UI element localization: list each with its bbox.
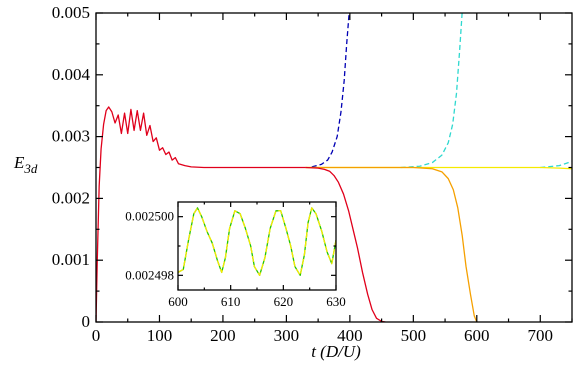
main-y-tick-label: 0.004 xyxy=(52,65,91,84)
main-series-group xyxy=(96,13,572,322)
main-y-ticks: 0 0.001 0.002 0.003 0.004 0.005 xyxy=(52,3,572,331)
inset-chart: 600 610 620 630 0.002498 0.002500 xyxy=(125,201,346,309)
y-axis-label: E3d xyxy=(13,153,38,176)
inset-x-tick-label: 620 xyxy=(274,294,294,309)
main-y-tick-label: 0.003 xyxy=(52,127,90,146)
y-axis-label-main: E xyxy=(13,153,25,172)
main-y-tick-label: 0.005 xyxy=(52,3,90,22)
main-x-tick-label: 200 xyxy=(210,326,236,345)
main-series-line-6 xyxy=(305,166,386,322)
inset-x-tick-label: 600 xyxy=(168,294,188,309)
main-series-line-0 xyxy=(311,13,350,168)
main-x-tick-label: 600 xyxy=(464,326,490,345)
main-x-tick-label: 700 xyxy=(528,326,554,345)
main-chart: 0 100 200 300 400 500 600 700 00.0010.0020.0030… xyxy=(13,3,573,361)
inset-series-group xyxy=(178,207,336,276)
main-series-line-5 xyxy=(96,106,306,322)
main-x-tick-label: 100 xyxy=(147,326,173,345)
main-y-tick-label: 0 xyxy=(82,312,91,331)
main-series-line-2 xyxy=(540,160,572,169)
inset-y-tick-label: 0.002500 xyxy=(125,209,174,224)
inset-series-line-1 xyxy=(178,207,336,276)
inset-x-tick-label: 630 xyxy=(326,294,346,309)
main-series-line-1 xyxy=(400,13,463,169)
main-series-line-4 xyxy=(305,166,478,322)
main-x-ticks: 0 100 200 300 400 500 600 700 xyxy=(92,13,573,345)
inset-x-tick-label: 610 xyxy=(221,294,241,309)
y-axis-label-subscript: 3d xyxy=(23,161,38,176)
main-x-tick-label: 0 xyxy=(92,326,101,345)
main-x-tick-label: 500 xyxy=(401,326,427,345)
inset-y-tick-label: 0.002498 xyxy=(125,267,174,282)
x-axis-label: t (D/U) xyxy=(311,342,361,361)
inset-y-ticks: 0.002498 0.002500 xyxy=(125,209,336,282)
main-x-tick-label: 300 xyxy=(274,326,300,345)
main-y-tick-label: 0.001 xyxy=(52,250,90,269)
main-x-tick-label: 400 xyxy=(337,326,363,345)
main-y-tick-label: 0.002 xyxy=(52,188,90,207)
inset-x-ticks: 600 610 620 630 xyxy=(168,202,346,309)
